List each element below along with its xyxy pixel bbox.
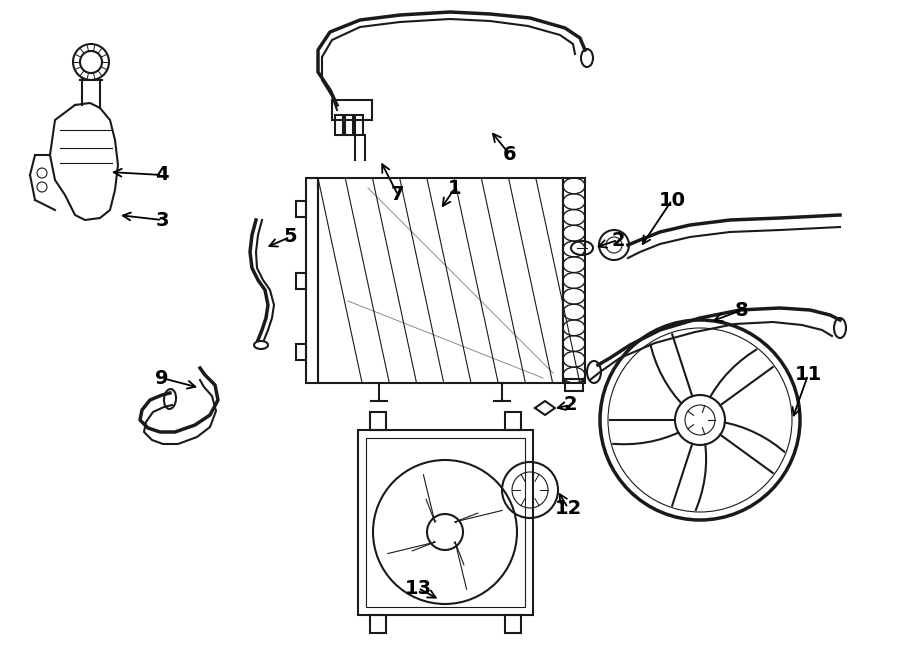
Bar [370,615,386,633]
Bar [370,412,386,430]
Text: 8: 8 [735,301,749,319]
Text: 12: 12 [554,498,581,518]
Bar [345,115,353,135]
Text: 10: 10 [659,190,686,210]
Text: 3: 3 [155,210,169,229]
Text: 9: 9 [155,368,169,387]
Text: 1: 1 [448,178,462,198]
Bar [296,272,306,288]
Bar [296,344,306,360]
Text: 6: 6 [503,145,517,165]
Bar [355,115,363,135]
Text: 7: 7 [392,186,405,204]
Bar [366,438,525,607]
Bar [332,100,372,120]
Text: 2: 2 [563,395,577,414]
Bar [505,412,521,430]
Bar [306,178,318,383]
Bar [318,178,563,383]
Bar [563,178,585,383]
Text: 4: 4 [155,165,169,184]
Text: 13: 13 [404,578,432,598]
Bar [505,615,521,633]
Bar [565,379,583,391]
Text: 2: 2 [611,231,625,249]
Bar [335,115,343,135]
Bar [358,430,533,615]
Text: 5: 5 [284,227,297,247]
Text: 11: 11 [795,366,822,385]
Bar [296,201,306,217]
